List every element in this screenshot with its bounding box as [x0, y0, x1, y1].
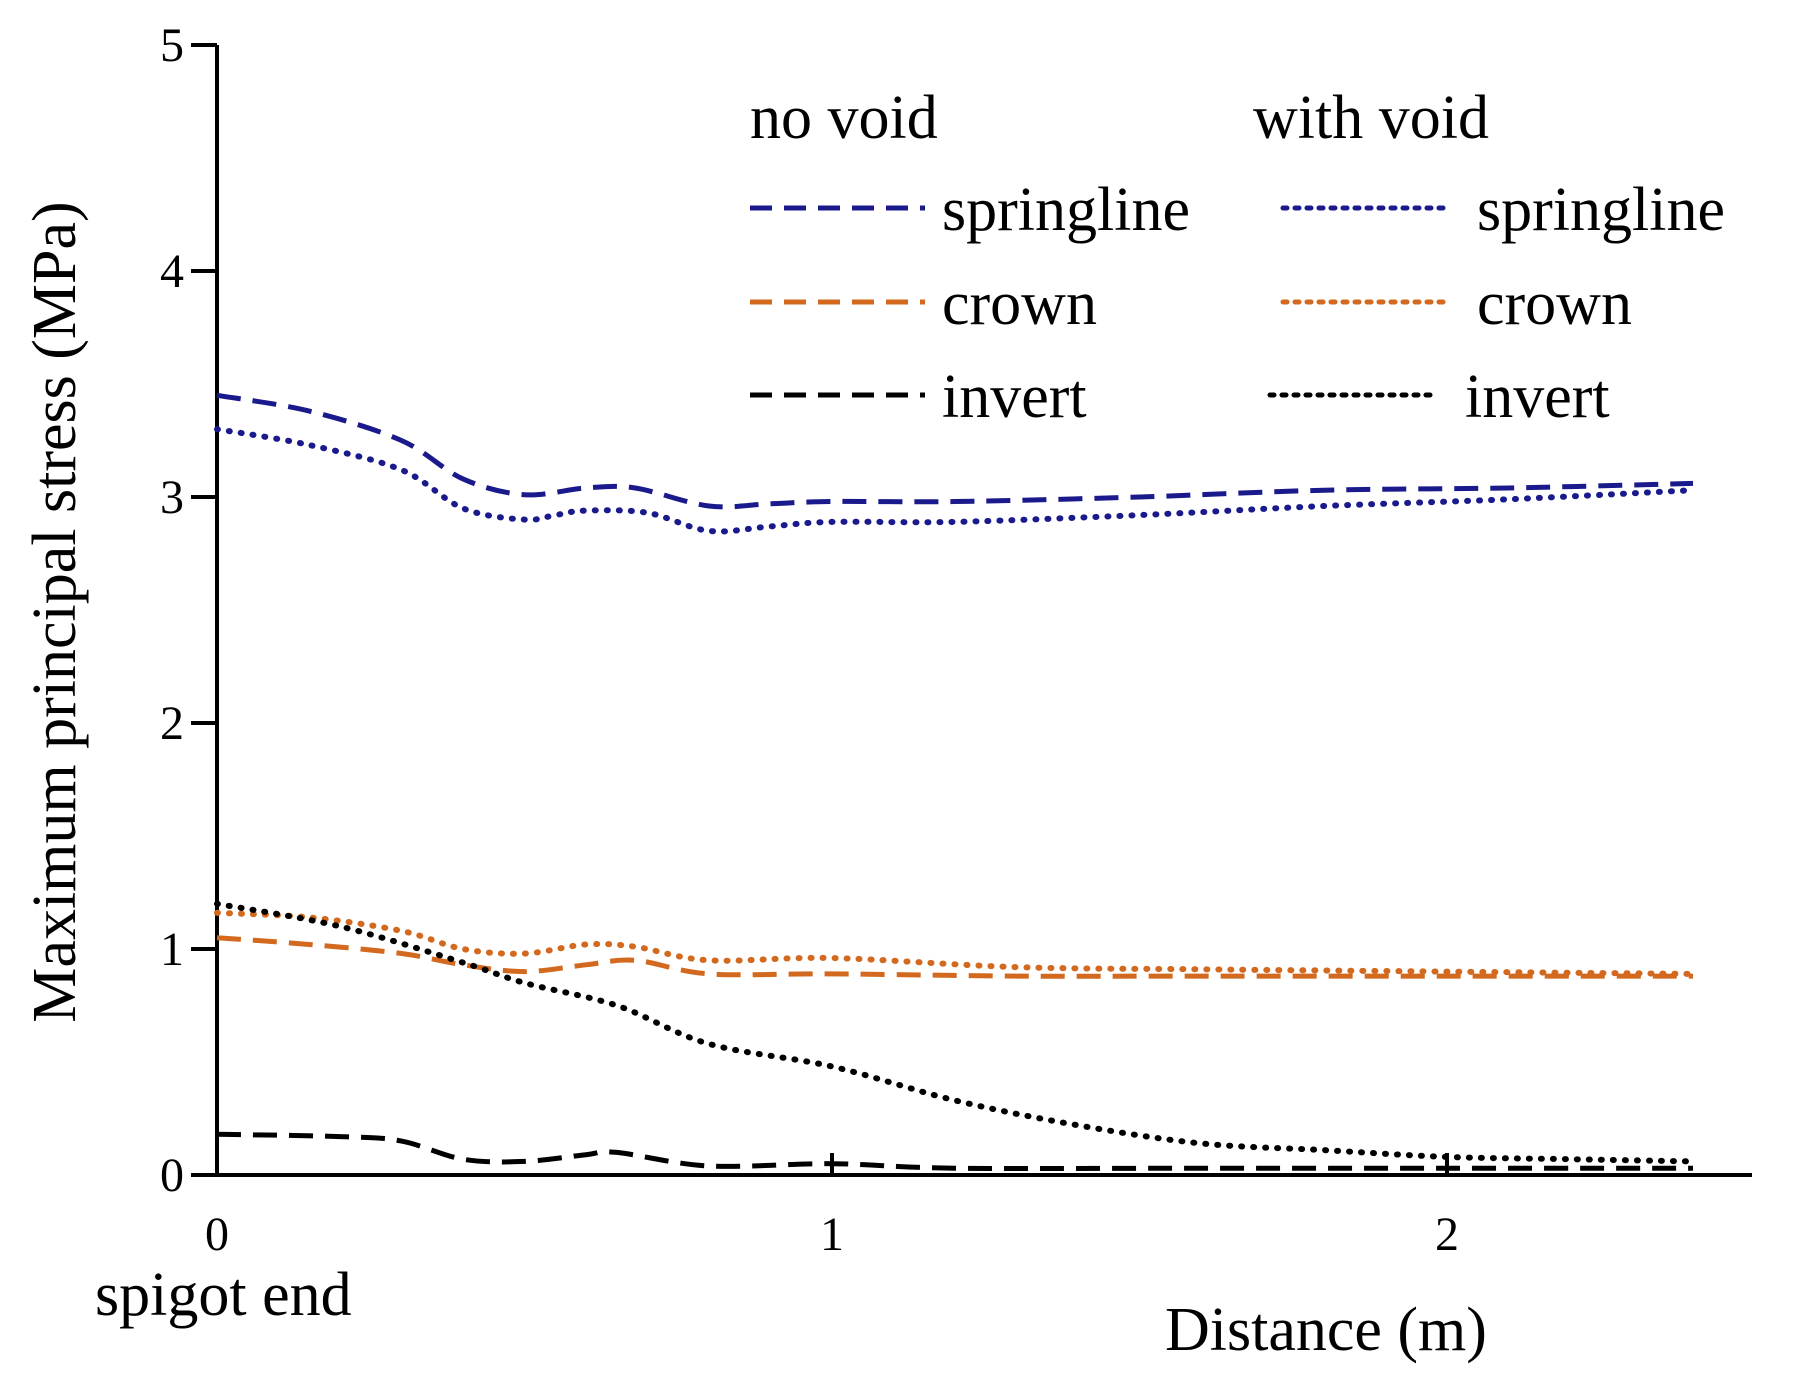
y-tick-label: 5 [160, 19, 184, 72]
x-tick-label: 1 [820, 1208, 844, 1261]
legend-group-title-with-void: with void [1253, 84, 1489, 152]
y-tick-label: 0 [160, 1149, 184, 1202]
legend-label-no-void-springline: springline [942, 176, 1190, 244]
legend-label-no-void-crown: crown [942, 270, 1097, 338]
y-tick-label: 3 [160, 471, 184, 524]
y-ticks: 0 1 2 3 4 5 [160, 19, 217, 1202]
legend-group-title-no-void: no void [750, 84, 938, 152]
y-axis-title: Maximum principal stress (MPa) [21, 201, 89, 1022]
series-line-no-void-springline [216, 392, 1694, 510]
y-tick-label: 2 [160, 697, 184, 750]
series-line-with-void-springline [214, 426, 1696, 535]
legend-label-with-void-crown: crown [1477, 270, 1632, 338]
x-origin-label: spigot end [95, 1261, 352, 1329]
y-tick-label: 1 [160, 923, 184, 976]
series-line-with-void-crown [214, 909, 1696, 977]
series-layer [214, 392, 1696, 1172]
y-tick-label: 4 [160, 245, 184, 298]
series-line-no-void-crown [216, 935, 1693, 979]
legend-label-no-void-invert: invert [942, 363, 1087, 431]
series-line-no-void-invert [216, 1131, 1693, 1172]
legend: no void with void springline springline … [750, 84, 1725, 431]
legend-label-with-void-springline: springline [1477, 176, 1725, 244]
axes: 0 1 2 3 4 5 0 1 2 [160, 19, 1752, 1261]
series-line-with-void-invert [214, 900, 1696, 1165]
x-axis-title: Distance (m) [1165, 1296, 1487, 1364]
x-tick-label: 2 [1435, 1208, 1459, 1261]
legend-label-with-void-invert: invert [1465, 363, 1610, 431]
x-tick-label: 0 [205, 1208, 229, 1261]
